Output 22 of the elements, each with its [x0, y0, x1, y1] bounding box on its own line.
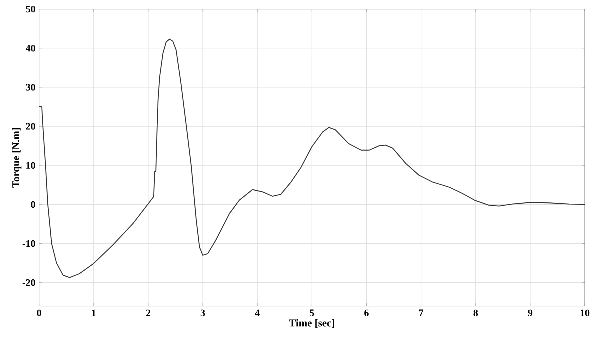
y-axis-title: Torque [N.m]: [12, 128, 22, 188]
y-tick-label: 0: [31, 201, 36, 208]
x-tick-label: 2: [146, 310, 151, 316]
y-tick-label: 20: [26, 123, 36, 130]
y-tick-label: 30: [26, 84, 36, 91]
x-tick-label: 6: [364, 310, 369, 317]
y-tick-label: -20: [22, 279, 36, 286]
y-tick-label: 10: [26, 162, 36, 169]
y-tick-label: 40: [26, 45, 36, 52]
x-axis-title: Time [sec]: [289, 319, 334, 328]
x-tick-label: 1: [92, 310, 96, 316]
x-tick-label: 0: [37, 310, 42, 317]
y-tick-label: 50: [26, 6, 36, 13]
x-tick-label: 10: [580, 310, 590, 317]
line-series: [39, 38, 586, 278]
x-tick-label: 9: [528, 310, 533, 317]
y-tick-label: -10: [22, 240, 36, 248]
x-tick-label: 5: [310, 310, 314, 316]
x-tick-label: 4: [255, 310, 260, 316]
x-tick-label: 7: [419, 310, 424, 316]
x-tick-label: 3: [200, 310, 206, 317]
x-tick-label: 8: [474, 310, 478, 317]
